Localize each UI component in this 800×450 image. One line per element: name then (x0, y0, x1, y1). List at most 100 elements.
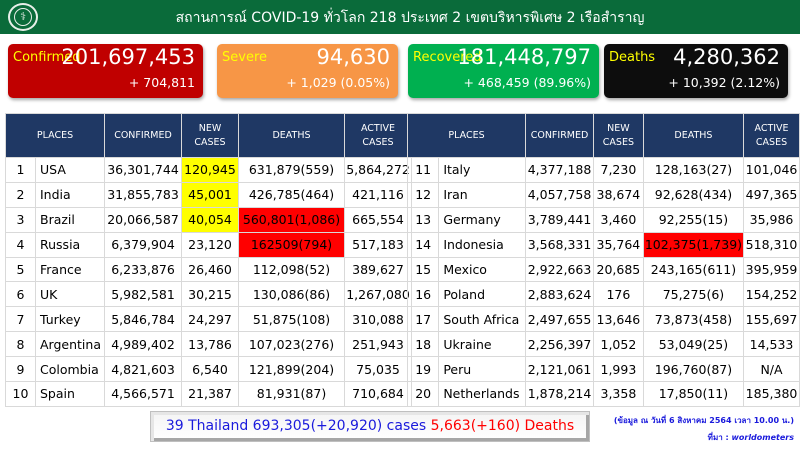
place: Mexico (438, 256, 527, 283)
active-cases: 14,533 (743, 331, 800, 358)
rank: 16 (406, 281, 440, 308)
header-confirmed: CONFIRMED (525, 113, 594, 158)
confirmed: 4,821,603 (104, 356, 182, 383)
new-cases: 30,215 (181, 281, 239, 308)
place: Italy (438, 157, 527, 183)
new-cases: 23,120 (181, 231, 239, 258)
rank: 7 (5, 306, 36, 333)
new-cases: 40,054 (181, 206, 239, 233)
confirmed: 4,057,758 (525, 181, 594, 208)
place: Brazil (35, 206, 105, 233)
table-row: 6 UK 5,982,581 30,215 130,086(86) 1,267,080 (5, 281, 412, 308)
active-cases: 421,116 (344, 181, 412, 208)
rank: 2 (5, 181, 36, 208)
deaths-label: Deaths (609, 50, 656, 65)
new-cases: 13,646 (592, 306, 644, 333)
deaths: 128,163(27) (642, 157, 745, 183)
active-cases: 5,864,272 (344, 157, 412, 183)
deaths-card: Deaths 4,280,362 + 10,392 (2.12%) (604, 44, 788, 98)
deaths: 81,931(87) (238, 381, 345, 407)
new-cases: 120,945 (181, 157, 239, 183)
new-cases: 3,460 (592, 206, 644, 233)
new-cases: 45,001 (181, 181, 239, 208)
new-cases: 3,358 (592, 381, 644, 407)
place: Iran (438, 181, 527, 208)
data-source: ที่มา : worldometers (708, 431, 794, 444)
countries-table-left: PLACES CONFIRMED NEW CASES DEATHS ACTIVE C… (5, 113, 412, 407)
deaths: 631,879(559) (238, 157, 345, 183)
table-row: 7 Turkey 5,846,784 24,297 51,875(108) 310,088 (5, 306, 412, 333)
deaths: 102,375(1,739) (642, 231, 745, 258)
table-row: 2 India 31,855,783 45,001 426,785(464) 421,11… (5, 181, 412, 208)
place: Netherlands (438, 381, 527, 407)
place: Indonesia (438, 231, 527, 258)
deaths-value: 4,280,362 (673, 45, 780, 69)
table-row: 16 Poland 2,883,624 176 75,275(6) 154,252 (406, 281, 800, 308)
rank: 8 (5, 331, 36, 358)
table-row: 14 Indonesia 3,568,331 35,764 102,375(1,739)… (406, 231, 800, 258)
deaths: 560,801(1,086) (238, 206, 345, 233)
place: UK (35, 281, 105, 308)
header-confirmed: CONFIRMED (104, 113, 182, 158)
confirmed: 2,883,624 (525, 281, 594, 308)
header-active-cases: ACTIVE CASES (743, 113, 800, 158)
deaths: 53,049(25) (642, 331, 745, 358)
place: Colombia (35, 356, 105, 383)
new-cases: 26,460 (181, 256, 239, 283)
severe-value: 94,630 (316, 45, 390, 69)
thailand-deaths: 5,663(+160) Deaths (430, 418, 575, 434)
place: Turkey (35, 306, 105, 333)
confirmed: 2,121,061 (525, 356, 594, 383)
rank: 13 (406, 206, 440, 233)
active-cases: 154,252 (743, 281, 800, 308)
deaths: 130,086(86) (238, 281, 345, 308)
page-title: สถานการณ์ COVID-19 ทั่วโลก 218 ประเทศ 2 … (175, 10, 645, 26)
new-cases: 7,230 (592, 157, 644, 183)
countries-table-right: PLACES CONFIRMED NEW CASES DEATHS ACTIVE C… (406, 113, 800, 407)
place: India (35, 181, 105, 208)
severe-delta: + 1,029 (0.05%) (286, 75, 390, 90)
deaths: 196,760(87) (642, 356, 745, 383)
active-cases: 310,088 (344, 306, 412, 333)
new-cases: 24,297 (181, 306, 239, 333)
confirmed-value: 201,697,453 (61, 45, 195, 69)
data-timestamp: (ข้อมูล ณ วันที่ 6 สิงหาคม 2564 เวลา 10.… (613, 416, 794, 425)
rank: 11 (406, 157, 440, 183)
ministry-logo-icon: ⚕ (8, 3, 38, 31)
place: France (35, 256, 105, 283)
confirmed: 36,301,744 (104, 157, 182, 183)
confirmed: 2,256,397 (525, 331, 594, 358)
new-cases: 13,786 (181, 331, 239, 358)
severe-card: Severe 94,630 + 1,029 (0.05%) (217, 44, 398, 98)
deaths: 121,899(204) (238, 356, 345, 383)
place: Russia (35, 231, 105, 258)
deaths: 92,255(15) (642, 206, 745, 233)
confirmed-card: Confirmed 201,697,453 + 704,811 (8, 44, 203, 98)
place: Poland (438, 281, 527, 308)
confirmed-delta: + 704,811 (128, 75, 195, 90)
source-name: worldometers (731, 433, 794, 442)
table-row: 5 France 6,233,876 26,460 112,098(52) 389,627 (5, 256, 412, 283)
confirmed: 2,497,655 (525, 306, 594, 333)
rank: 3 (5, 206, 36, 233)
new-cases: 21,387 (181, 381, 239, 407)
table-row: 11 Italy 4,377,188 7,230 128,163(27) 101,046 (406, 157, 800, 183)
confirmed: 3,568,331 (525, 231, 594, 258)
thailand-summary: 39 Thailand 693,305(+20,920) cases 5,663… (150, 411, 590, 442)
severe-label: Severe (222, 50, 267, 65)
rank: 6 (5, 281, 36, 308)
confirmed: 20,066,587 (104, 206, 182, 233)
deaths: 162509(794) (238, 231, 345, 258)
place: Peru (438, 356, 527, 383)
rank: 1 (5, 157, 36, 183)
source-label: ที่มา : (707, 433, 732, 442)
table-row: 17 South Africa 2,497,655 13,646 73,873(458)… (406, 306, 800, 333)
new-cases: 35,764 (592, 231, 644, 258)
place: Ukraine (438, 331, 527, 358)
active-cases: N/A (743, 356, 800, 383)
place: Germany (438, 206, 527, 233)
table-row: 8 Argentina 4,989,402 13,786 107,023(276) 251… (5, 331, 412, 358)
table-row: 10 Spain 4,566,571 21,387 81,931(87) 710,684 (5, 381, 412, 407)
confirmed: 4,566,571 (104, 381, 182, 407)
confirmed: 5,982,581 (104, 281, 182, 308)
